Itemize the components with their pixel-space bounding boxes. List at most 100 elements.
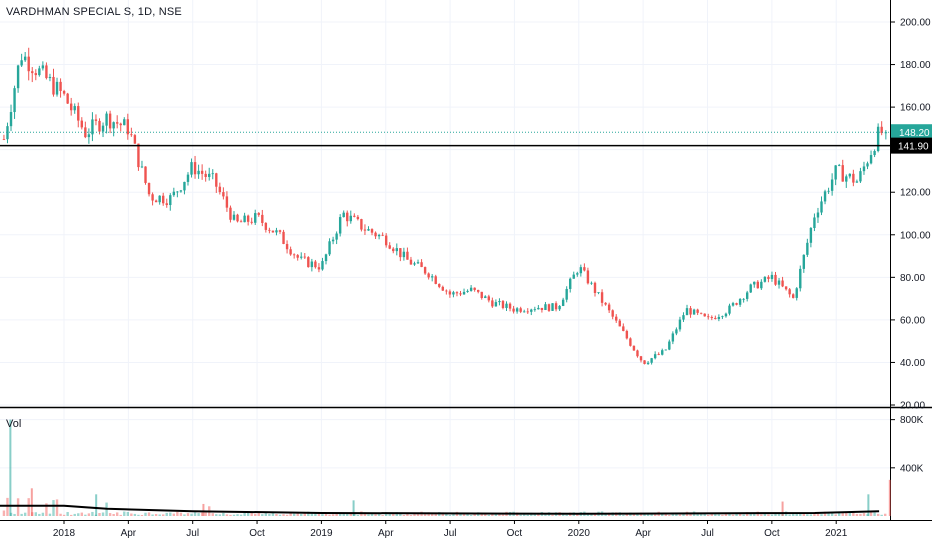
candle-body: [261, 214, 264, 223]
candle-body: [27, 56, 30, 72]
candle-body: [565, 288, 568, 300]
candle-body: [172, 191, 176, 196]
candle-body: [494, 302, 498, 307]
candle-body: [162, 195, 165, 204]
candle-body: [285, 243, 289, 250]
volume-bar: [250, 512, 253, 516]
candle-body: [650, 358, 653, 363]
price-tick-label: 100.00: [900, 230, 931, 241]
candle-body: [505, 303, 508, 308]
candle-body: [41, 65, 45, 69]
volume-bar: [243, 512, 246, 516]
volume-bar: [342, 512, 345, 516]
volume-bar: [484, 513, 487, 516]
volume-bar: [699, 512, 703, 516]
volume-spike-bar: [9, 419, 12, 516]
volume-bar: [179, 512, 183, 516]
volume-bar: [834, 514, 837, 516]
volume-bar: [20, 513, 23, 516]
candle-body: [257, 213, 260, 215]
candle-body: [526, 311, 529, 313]
candle-body: [653, 354, 657, 359]
candle-body: [710, 317, 713, 318]
last-price-tag-label: 148.20: [899, 128, 930, 139]
candle-body: [200, 170, 204, 174]
candle-body: [738, 299, 742, 305]
candle-body: [462, 291, 466, 295]
volume-bar: [852, 512, 855, 516]
volume-bar: [215, 514, 218, 516]
volume-bar: [119, 514, 122, 516]
volume-bar: [399, 513, 402, 516]
candle-body: [413, 263, 416, 265]
volume-bar: [165, 512, 168, 516]
candle-body: [151, 194, 154, 201]
candle-body: [105, 113, 108, 126]
volume-bar: [802, 513, 806, 516]
volume-bar: [724, 513, 728, 516]
price-tick-label: 40.00: [900, 358, 925, 369]
candle-body: [356, 216, 360, 220]
volume-bar: [416, 513, 420, 516]
volume-bar: [880, 514, 883, 516]
volume-bar: [523, 514, 526, 516]
volume-bar: [622, 514, 625, 516]
candle-body: [91, 119, 94, 135]
candle-body: [370, 229, 374, 233]
candle-body: [98, 120, 101, 132]
candle-body: [34, 73, 37, 76]
candle-body: [767, 276, 770, 279]
volume-bar: [101, 512, 105, 516]
volume-bar: [816, 513, 820, 516]
candle-body: [349, 215, 352, 222]
volume-bar: [838, 512, 841, 516]
candle-body: [73, 106, 76, 111]
candle-body: [749, 284, 752, 293]
volume-bar: [275, 513, 278, 516]
candle-body: [576, 273, 579, 275]
volume-bar: [59, 513, 62, 516]
volume-bar: [346, 512, 349, 516]
candle-body: [59, 81, 62, 92]
candle-body: [6, 126, 9, 140]
volume-bar: [767, 514, 770, 516]
candle-body: [873, 151, 876, 156]
candle-body: [781, 280, 784, 287]
volume-bar: [707, 514, 710, 516]
volume-bar: [848, 512, 852, 516]
volume-bar: [77, 513, 80, 516]
time-tick-label: 2019: [310, 528, 333, 539]
volume-bar: [661, 513, 664, 516]
candle-body: [406, 251, 409, 260]
candle-body: [416, 262, 420, 264]
candle-body: [402, 251, 406, 258]
volume-bar: [650, 514, 653, 516]
candle-body: [561, 299, 565, 306]
candle-body: [600, 292, 604, 303]
volume-bar: [133, 513, 137, 516]
volume-bar: [356, 514, 360, 516]
volume-bar: [721, 514, 724, 516]
volume-spike-bar: [867, 494, 870, 516]
candle-body: [399, 248, 402, 258]
volume-bar: [869, 512, 873, 516]
candle-body: [197, 170, 200, 175]
candle-body: [579, 267, 583, 274]
candle-body: [52, 76, 55, 95]
volume-bar: [278, 514, 282, 516]
candle-body: [469, 287, 473, 291]
volume-spike-bar: [888, 479, 891, 516]
candle-body: [501, 301, 505, 308]
candle-body: [338, 217, 342, 234]
volume-bar: [2, 510, 6, 516]
candle-body: [381, 234, 384, 236]
volume-bar: [537, 513, 540, 516]
volume-bar: [462, 513, 466, 516]
volume-bar: [430, 513, 434, 516]
candle-body: [445, 290, 448, 292]
volume-bar: [827, 513, 830, 516]
candle-body: [108, 113, 112, 129]
volume-bar: [91, 511, 94, 516]
volume-bar: [675, 513, 678, 516]
